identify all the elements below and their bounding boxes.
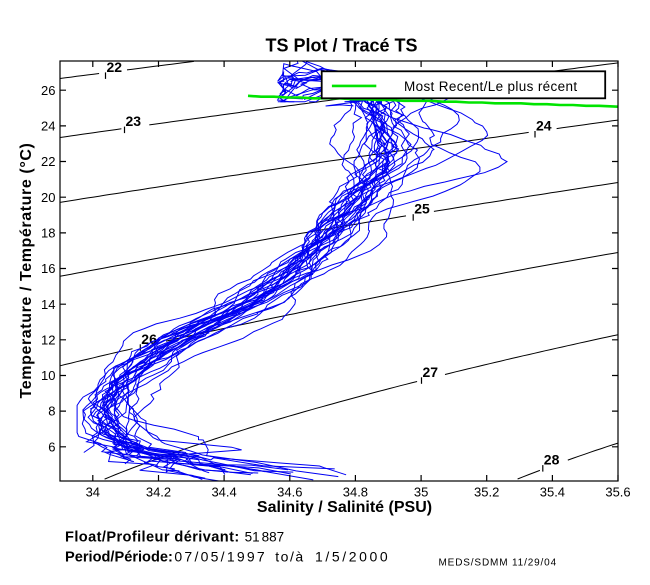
svg-text:Period/Période:: Period/Période: [65,550,173,566]
svg-text:Salinity / Salinité (PSU): Salinity / Salinité (PSU) [257,499,432,516]
svg-text:28: 28 [544,452,560,468]
svg-text:25: 25 [414,201,430,217]
svg-text:07/05/1997: 07/05/1997 [174,549,267,565]
svg-text:35.2: 35.2 [474,485,499,500]
svg-text:1/5/2000: 1/5/2000 [315,549,390,565]
svg-text:34.6: 34.6 [277,485,302,500]
svg-text:10: 10 [41,368,55,383]
svg-text:35: 35 [414,485,428,500]
svg-text:Temperature / Température (°C): Temperature / Température (°C) [18,143,35,399]
svg-text:34.8: 34.8 [343,485,368,500]
svg-text:24: 24 [41,119,55,134]
svg-text:6: 6 [48,439,55,454]
svg-text:22: 22 [41,154,55,169]
svg-text:27: 27 [423,364,439,380]
svg-text:12: 12 [41,332,55,347]
svg-text:35.6: 35.6 [605,485,630,500]
svg-text:Float/Profileur dérivant:: Float/Profileur dérivant: [65,530,240,546]
svg-text:26: 26 [141,331,157,347]
svg-text:34: 34 [86,485,100,500]
svg-text:to/à: to/à [275,549,304,565]
svg-text:Most Recent/Le plus récent: Most Recent/Le plus récent [404,79,577,94]
svg-text:TS Plot / Tracé TS: TS Plot / Tracé TS [265,36,417,56]
svg-text:8: 8 [48,404,55,419]
svg-text:MEDS/SDMM 11/29/04: MEDS/SDMM 11/29/04 [439,558,557,569]
svg-text:34.4: 34.4 [211,485,236,500]
svg-text:18: 18 [41,226,55,241]
svg-text:16: 16 [41,261,55,276]
svg-text:14: 14 [41,297,55,312]
svg-text:23: 23 [126,113,142,129]
svg-text:20: 20 [41,190,55,205]
svg-text:26: 26 [41,83,55,98]
svg-text:34.2: 34.2 [146,485,171,500]
svg-text:22: 22 [107,59,123,75]
svg-text:24: 24 [536,118,552,134]
svg-text:35.4: 35.4 [540,485,565,500]
